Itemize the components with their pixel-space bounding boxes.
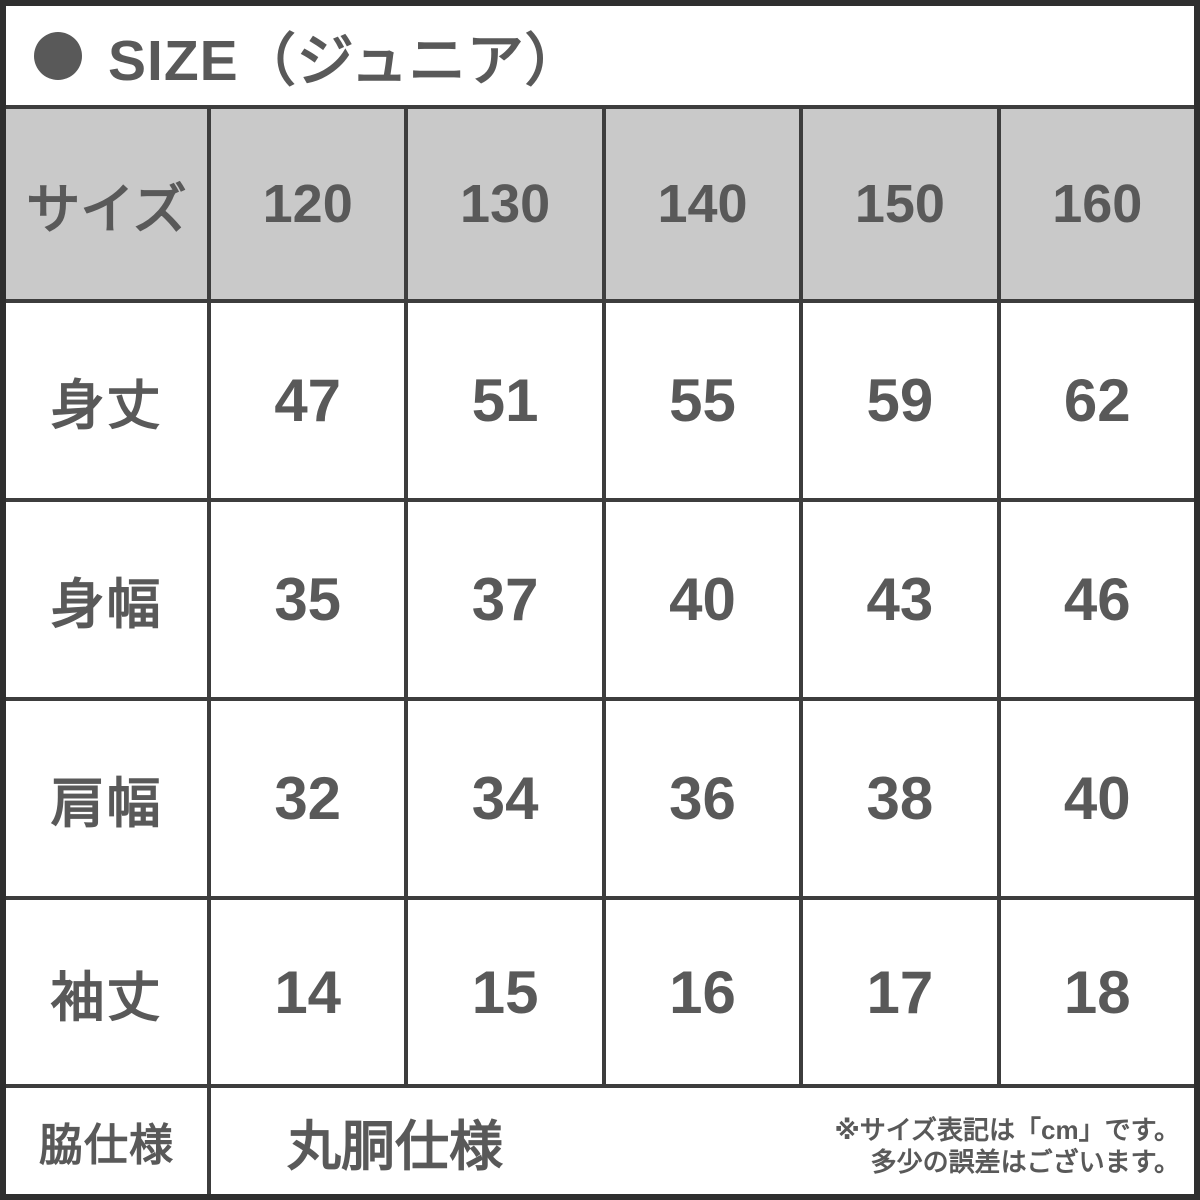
row-label-shoulder-width: 肩幅: [6, 701, 207, 896]
table-cell-body-width-160: 46: [1000, 502, 1194, 697]
table-cell-body-length-120: 47: [211, 303, 405, 498]
table-cell-body-length-130: 51: [408, 303, 602, 498]
table-cell-body-width-120: 35: [211, 502, 405, 697]
table-cell-body-length-140: 55: [605, 303, 800, 498]
chart-title: SIZE（ジュニア）: [108, 28, 583, 93]
column-header-150: 150: [803, 109, 997, 299]
table-cell-shoulder-150: 38: [803, 701, 997, 896]
table-cell-shoulder-160: 40: [1000, 701, 1194, 896]
table-cell-shoulder-130: 34: [408, 701, 602, 896]
table-cell-shoulder-120: 32: [211, 701, 405, 896]
table-cell-body-length-160: 62: [1000, 303, 1194, 498]
note-line-2: 多少の誤差はございます。: [870, 1147, 1180, 1177]
chart-title-bar: SIZE（ジュニア）: [6, 6, 1194, 105]
size-chart-grid: SIZE（ジュニア） サイズ 120 130 140 150 160 身丈 47…: [6, 6, 1194, 1194]
size-unit-note: ※サイズ表記は「cm」です。 多少の誤差はございます。: [835, 1104, 1180, 1179]
table-cell-shoulder-140: 36: [605, 701, 800, 896]
column-header-size: サイズ: [6, 109, 207, 299]
row-label-body-length: 身丈: [6, 303, 207, 498]
row-label-body-width: 身幅: [6, 502, 207, 697]
table-cell-body-width-130: 37: [408, 502, 602, 697]
column-header-160: 160: [1000, 109, 1194, 299]
column-header-130: 130: [408, 109, 602, 299]
table-cell-sleeve-160: 18: [1000, 900, 1194, 1084]
row-label-side-spec: 脇仕様: [6, 1088, 207, 1194]
row-label-sleeve-length: 袖丈: [6, 900, 207, 1084]
table-cell-sleeve-130: 15: [408, 900, 602, 1084]
side-spec-cell: 丸胴仕様 ※サイズ表記は「cm」です。 多少の誤差はございます。: [211, 1088, 1194, 1194]
note-line-1: ※サイズ表記は「cm」です。: [834, 1114, 1180, 1145]
side-spec-value: 丸胴仕様: [287, 1116, 503, 1177]
table-cell-sleeve-150: 17: [803, 900, 997, 1084]
table-cell-body-width-150: 43: [803, 502, 997, 697]
table-cell-sleeve-140: 16: [605, 900, 800, 1084]
column-header-140: 140: [605, 109, 800, 299]
table-cell-body-width-140: 40: [605, 502, 800, 697]
bullet-circle-icon: [34, 31, 82, 80]
column-header-120: 120: [211, 109, 405, 299]
table-cell-body-length-150: 59: [803, 303, 997, 498]
table-cell-sleeve-120: 14: [211, 900, 405, 1084]
